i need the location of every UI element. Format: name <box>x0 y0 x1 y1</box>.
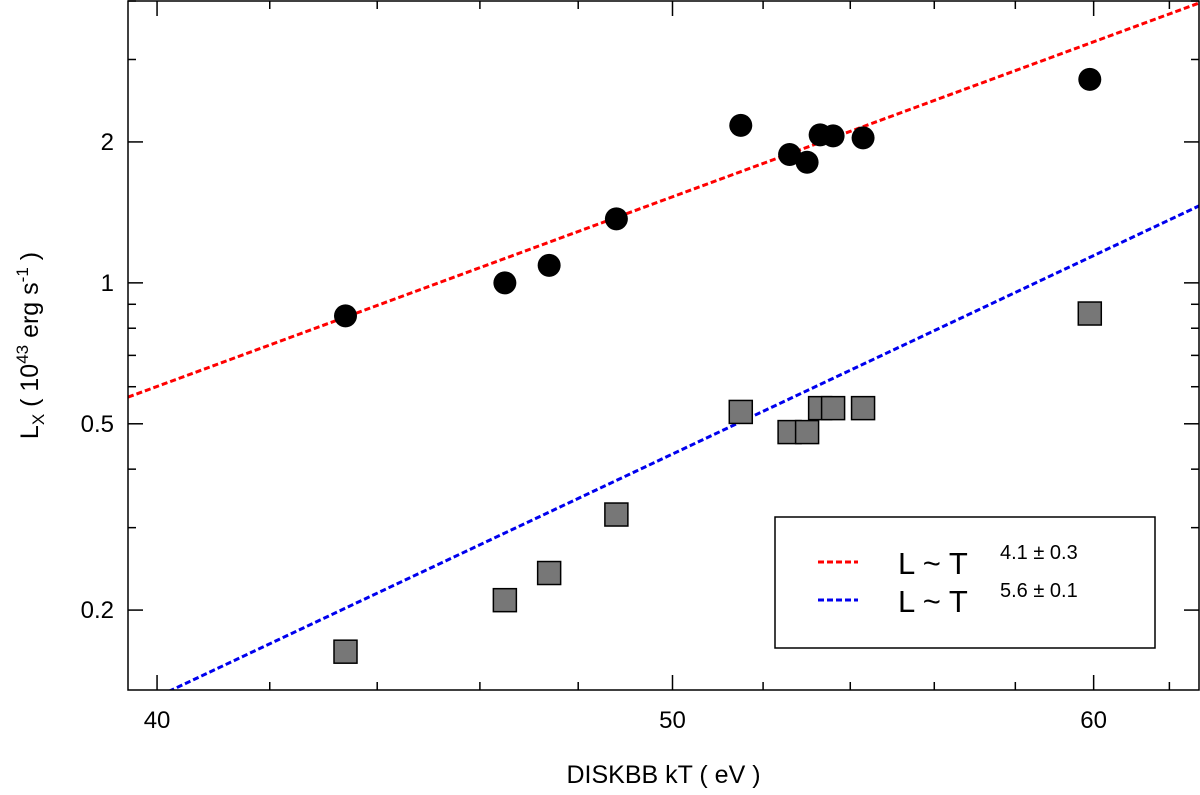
data-point-circle <box>778 143 802 167</box>
data-point-circle <box>537 253 561 277</box>
legend-exponent: 4.1 ± 0.3 <box>1000 542 1078 564</box>
data-point-square <box>820 395 846 421</box>
data-point-square <box>536 560 562 586</box>
legend-label: L ~ T <box>898 584 968 619</box>
data-point-circle <box>604 207 628 231</box>
y-axis-title-part: ) <box>16 252 44 267</box>
y-axis-title-part: L <box>16 425 44 439</box>
y-tick-label: 1 <box>101 270 114 297</box>
fit-line-2 <box>168 204 1199 690</box>
x-axis-title: DISKBB kT ( eV ) <box>566 761 760 789</box>
legend-box <box>774 516 1156 649</box>
data-point-square <box>794 419 820 445</box>
data-point-square <box>1077 301 1103 326</box>
data-point-square <box>604 502 629 527</box>
legend: L ~ T 4.1 ± 0.3 L ~ T 5.6 ± 0.1 <box>774 516 1156 649</box>
x-tick-label: 50 <box>659 707 686 734</box>
y-axis-title-part: 43 <box>13 345 32 364</box>
plot-frame <box>127 0 1200 691</box>
data-point-circle <box>493 271 517 295</box>
data-point-circle <box>729 113 753 137</box>
x-tick-label: 60 <box>1080 707 1107 734</box>
data-point-square <box>492 587 518 613</box>
y-axis-title-part: -1 <box>13 267 32 282</box>
data-point-circle <box>795 150 819 174</box>
y-tick-label: 0.2 <box>81 597 114 624</box>
data-point-square <box>850 395 876 421</box>
y-axis-title-part: X <box>29 414 48 425</box>
legend-exponent: 5.6 ± 0.1 <box>1000 580 1078 602</box>
axes-layer: 40 50 60 0.2 0.5 1 2 DISKBB kT ( eV ) LX ( 1043 … <box>13 0 1200 789</box>
y-tick-label: 2 <box>101 129 114 156</box>
data-point-circle <box>821 124 845 148</box>
y-axis-title: LX ( 1043 erg s-1 ) <box>13 252 48 439</box>
y-tick-label: 0.5 <box>81 411 114 438</box>
legend-label: L ~ T <box>898 546 968 581</box>
fit-line-1 <box>128 1 1199 399</box>
data-point-square <box>728 399 754 425</box>
data-point-circle <box>333 304 357 328</box>
data-point-square <box>333 639 358 664</box>
data-point-circle <box>851 126 875 150</box>
plot-content <box>128 1 1199 690</box>
plot-layer <box>128 1 1199 690</box>
y-axis-title-part: erg s <box>16 282 44 345</box>
y-axis-title-part: ( 10 <box>16 364 44 414</box>
x-tick-label: 40 <box>144 707 171 734</box>
data-point-circle <box>1078 67 1102 91</box>
